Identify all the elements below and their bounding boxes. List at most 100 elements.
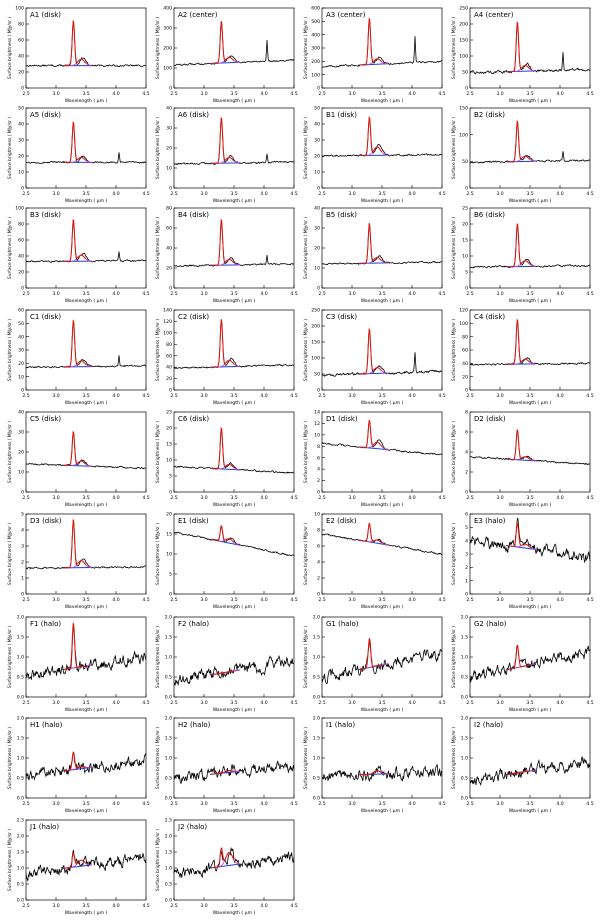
panel-title: A6 (disk) (178, 111, 209, 119)
x-tick-label: 3.0 (52, 393, 59, 399)
x-tick-label: 4.0 (260, 801, 267, 807)
feature-fit-line (63, 319, 87, 368)
y-tick-label: 25 (166, 410, 172, 416)
y-axis-label: Surface brightness ( MJy/sr ) (303, 319, 309, 381)
x-tick-label: 4.5 (586, 801, 593, 807)
y-tick-label: 0.0 (17, 695, 24, 701)
plot-frame (173, 616, 295, 698)
y-tick-label: 2.0 (461, 716, 468, 722)
y-tick-label: 40 (166, 106, 172, 112)
y-axis-label: Surface brightness ( MJy/sr ) (303, 17, 309, 79)
panel-title: J2 (halo) (177, 823, 207, 831)
chart-panel: 2.5 3.0 3.5 4.0 4.5 0.0 0.5 1.0 1.5 2.0 Wavelength… (451, 615, 594, 713)
y-tick-label: 1.5 (461, 635, 468, 641)
x-tick-label: 3.0 (348, 700, 355, 706)
x-tick-label: 4.5 (290, 191, 297, 197)
chart-panel: 2.5 3.0 3.5 4.0 4.5 0 2 4 6 8 Wavelength ( μm ) Sur… (451, 410, 594, 508)
x-tick-label: 4.5 (438, 91, 445, 97)
y-tick-label: 40 (18, 122, 24, 128)
y-tick-label: 80 (166, 342, 172, 348)
x-tick-label: 3.0 (348, 597, 355, 603)
plot-frame (469, 616, 591, 698)
feature-fit-line (211, 318, 235, 368)
y-axis-label: Surface brightness ( MJy/sr ) (303, 217, 309, 279)
y-tick-label: 2 (465, 565, 468, 571)
y-tick-label: 60 (462, 348, 468, 354)
y-tick-label: 200 (311, 59, 320, 65)
y-axis-label: Surface brightness ( MJy/sr ) (155, 829, 161, 891)
panel-title: E1 (disk) (178, 517, 209, 525)
x-tick-label: 2.5 (318, 597, 325, 603)
x-tick-label: 3.0 (52, 597, 59, 603)
x-tick-label: 4.5 (290, 801, 297, 807)
y-tick-label: 10 (166, 458, 172, 464)
x-tick-label: 3.5 (526, 191, 533, 197)
y-tick-label: 2.0 (313, 716, 320, 722)
x-tick-label: 4.0 (556, 191, 563, 197)
y-tick-label: 20 (166, 376, 172, 382)
y-axis-label: Surface brightness ( MJy/sr ) (451, 117, 457, 179)
x-axis-label: Wavelength ( μm ) (213, 198, 256, 204)
x-axis-label: Wavelength ( μm ) (361, 198, 404, 204)
x-tick-label: 4.0 (112, 801, 119, 807)
x-tick-label: 4.0 (556, 700, 563, 706)
x-tick-label: 4.5 (586, 495, 593, 501)
x-tick-label: 3.5 (378, 191, 385, 197)
spectrum-line (25, 431, 147, 470)
y-axis-label: Surface brightness ( MJy/sr ) (155, 626, 161, 688)
x-tick-label: 2.5 (22, 91, 29, 97)
x-tick-label: 3.0 (52, 903, 59, 909)
x-tick-label: 3.5 (230, 91, 237, 97)
y-tick-label: 0 (21, 86, 24, 92)
plot-frame (25, 411, 147, 493)
x-tick-label: 2.5 (22, 801, 29, 807)
y-tick-label: 100 (459, 321, 468, 327)
y-tick-label: 80 (18, 222, 24, 228)
y-tick-label: 100 (15, 206, 24, 212)
panel-title: G1 (halo) (326, 620, 359, 628)
y-axis-label: Surface brightness ( MJy/sr ) (451, 727, 457, 789)
y-axis-label: Surface brightness ( MJy/sr ) (451, 217, 457, 279)
x-tick-label: 4.5 (438, 393, 445, 399)
y-tick-label: 50 (18, 321, 24, 327)
y-tick-label: 100 (163, 66, 172, 72)
y-tick-label: 0.5 (313, 675, 320, 681)
x-axis-label: Wavelength ( μm ) (509, 604, 552, 610)
y-tick-label: 50 (18, 106, 24, 112)
x-axis-label: Wavelength ( μm ) (65, 298, 108, 304)
x-tick-label: 4.5 (438, 291, 445, 297)
x-tick-label: 3.5 (82, 495, 89, 501)
x-tick-label: 3.5 (230, 903, 237, 909)
x-tick-label: 2.5 (170, 191, 177, 197)
x-tick-label: 4.5 (142, 91, 149, 97)
panel-title: I1 (halo) (326, 721, 355, 729)
x-tick-label: 4.0 (408, 291, 415, 297)
x-axis-label: Wavelength ( μm ) (65, 604, 108, 610)
x-tick-label: 4.5 (290, 903, 297, 909)
y-tick-label: 0.0 (461, 695, 468, 701)
panel-title: C2 (disk) (178, 313, 209, 321)
y-tick-label: 100 (163, 330, 172, 336)
y-tick-label: 0.5 (17, 776, 24, 782)
panel-title: F2 (halo) (178, 620, 209, 628)
feature-fit-line (359, 116, 383, 156)
x-axis-label: Wavelength ( μm ) (213, 707, 256, 713)
panel-title: D1 (disk) (326, 415, 358, 423)
y-tick-label: 15 (166, 442, 172, 448)
plot-frame (321, 616, 443, 698)
x-tick-label: 3.5 (378, 495, 385, 501)
spectrum-line (25, 519, 147, 570)
x-tick-label: 3.0 (52, 91, 59, 97)
x-tick-label: 4.0 (260, 597, 267, 603)
x-tick-label: 4.0 (408, 597, 415, 603)
plot-frame (173, 309, 295, 391)
x-tick-label: 2.5 (22, 597, 29, 603)
x-tick-label: 3.0 (52, 191, 59, 197)
secondary-fit-line (71, 254, 92, 262)
spectrum-line (469, 120, 591, 164)
panel-title: C4 (disk) (474, 313, 505, 321)
y-axis-label: Surface brightness ( MJy/sr ) (451, 319, 457, 381)
y-tick-label: 500 (311, 19, 320, 25)
y-tick-label: 400 (163, 6, 172, 12)
y-tick-label: 0.5 (461, 776, 468, 782)
